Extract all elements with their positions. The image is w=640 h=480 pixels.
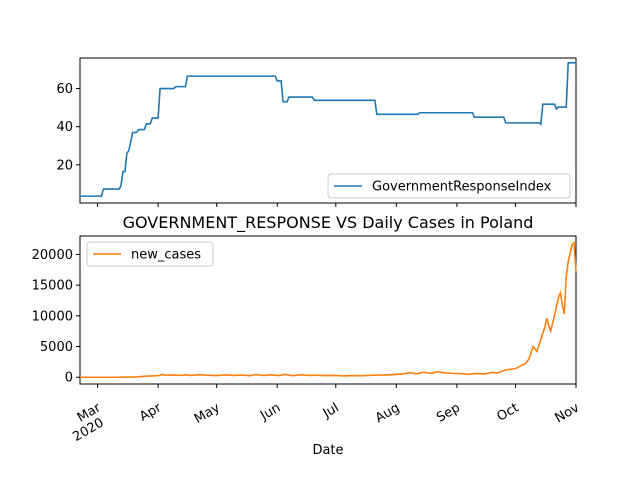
y-tick-label: 0 (65, 371, 73, 386)
x-tick-label: May (192, 400, 223, 427)
x-tick-label: Nov (553, 400, 583, 426)
top-plot-frame (79, 57, 577, 204)
y-tick-label: 20 (56, 158, 73, 173)
bottom-legend: new_cases (86, 241, 214, 267)
x-tick-label: Apr (137, 400, 165, 425)
y-tick-label: 10000 (32, 309, 73, 324)
x-tick-label: Jun (257, 400, 283, 424)
chart-title: GOVERNMENT_RESPONSE VS Daily Cases in Po… (123, 213, 534, 233)
x-tick-label: Jul (320, 400, 342, 421)
y-tick-label: 60 (56, 82, 73, 97)
bottom-y-axis: 0 5000 10000 15000 20000 (32, 248, 80, 386)
y-tick-label: 20000 (32, 248, 73, 263)
x-tick-label: Oct (494, 400, 521, 424)
top-y-axis: 20 40 60 (56, 82, 80, 173)
top-x-axis (97, 203, 577, 207)
top-subplot: 20 40 60 GovernmentResponseIndex (56, 57, 577, 207)
y-tick-label: 40 (56, 120, 73, 135)
bottom-legend-box (86, 241, 214, 267)
bottom-plot-frame (79, 235, 577, 385)
top-legend: GovernmentResponseIndex (327, 173, 571, 199)
top-legend-label: GovernmentResponseIndex (372, 180, 552, 195)
y-tick-label: 15000 (32, 279, 73, 294)
x-axis-label: Date (312, 443, 343, 458)
top-legend-box (327, 173, 571, 199)
series-line-new-cases (80, 241, 577, 379)
series-line-government-response-index (80, 61, 576, 197)
y-tick-label: 5000 (40, 340, 73, 355)
bottom-legend-label: new_cases (131, 248, 201, 263)
x-tick-label: Sep (434, 400, 463, 425)
x-tick-label: Aug (373, 400, 402, 426)
